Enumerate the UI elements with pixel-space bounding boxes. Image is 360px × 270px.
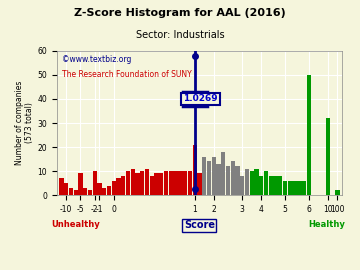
- Bar: [112, 181, 116, 195]
- Bar: [197, 174, 202, 195]
- Bar: [255, 169, 259, 195]
- Bar: [126, 171, 130, 195]
- Bar: [288, 181, 292, 195]
- Bar: [121, 176, 125, 195]
- Bar: [59, 178, 64, 195]
- Bar: [235, 166, 240, 195]
- Bar: [269, 176, 273, 195]
- Text: Z-Score Histogram for AAL (2016): Z-Score Histogram for AAL (2016): [74, 8, 286, 18]
- Bar: [274, 176, 278, 195]
- Bar: [102, 188, 107, 195]
- Bar: [116, 178, 121, 195]
- Bar: [307, 75, 311, 195]
- Text: Sector: Industrials: Sector: Industrials: [136, 30, 224, 40]
- Bar: [145, 169, 149, 195]
- Bar: [335, 190, 339, 195]
- Bar: [326, 118, 330, 195]
- Bar: [64, 183, 68, 195]
- Bar: [135, 174, 140, 195]
- Bar: [178, 171, 183, 195]
- Text: The Research Foundation of SUNY: The Research Foundation of SUNY: [62, 70, 192, 79]
- Bar: [150, 176, 154, 195]
- Bar: [140, 171, 144, 195]
- Bar: [159, 174, 163, 195]
- Text: Score: Score: [184, 220, 215, 230]
- Bar: [88, 190, 92, 195]
- Bar: [297, 181, 302, 195]
- Bar: [97, 183, 102, 195]
- Bar: [278, 176, 283, 195]
- Bar: [245, 169, 249, 195]
- Bar: [292, 181, 297, 195]
- Bar: [93, 171, 97, 195]
- Bar: [226, 166, 230, 195]
- Bar: [216, 164, 221, 195]
- Bar: [221, 152, 225, 195]
- Bar: [69, 188, 73, 195]
- Bar: [240, 176, 244, 195]
- Bar: [212, 157, 216, 195]
- Bar: [249, 171, 254, 195]
- Bar: [169, 171, 173, 195]
- Bar: [302, 181, 306, 195]
- Bar: [193, 145, 197, 195]
- Bar: [202, 157, 206, 195]
- Bar: [107, 185, 111, 195]
- Bar: [188, 171, 192, 195]
- Y-axis label: Number of companies
(573 total): Number of companies (573 total): [15, 81, 35, 165]
- Bar: [207, 161, 211, 195]
- Bar: [264, 171, 268, 195]
- Text: Unhealthy: Unhealthy: [51, 220, 100, 229]
- Bar: [183, 171, 187, 195]
- Bar: [259, 176, 264, 195]
- Bar: [154, 174, 159, 195]
- Bar: [164, 171, 168, 195]
- Bar: [78, 174, 82, 195]
- Bar: [131, 169, 135, 195]
- Text: Healthy: Healthy: [308, 220, 345, 229]
- Text: 1.0269: 1.0269: [183, 94, 218, 103]
- Bar: [174, 171, 178, 195]
- Bar: [83, 188, 87, 195]
- Bar: [73, 190, 78, 195]
- Bar: [283, 181, 287, 195]
- Bar: [231, 161, 235, 195]
- Text: ©www.textbiz.org: ©www.textbiz.org: [62, 55, 132, 64]
